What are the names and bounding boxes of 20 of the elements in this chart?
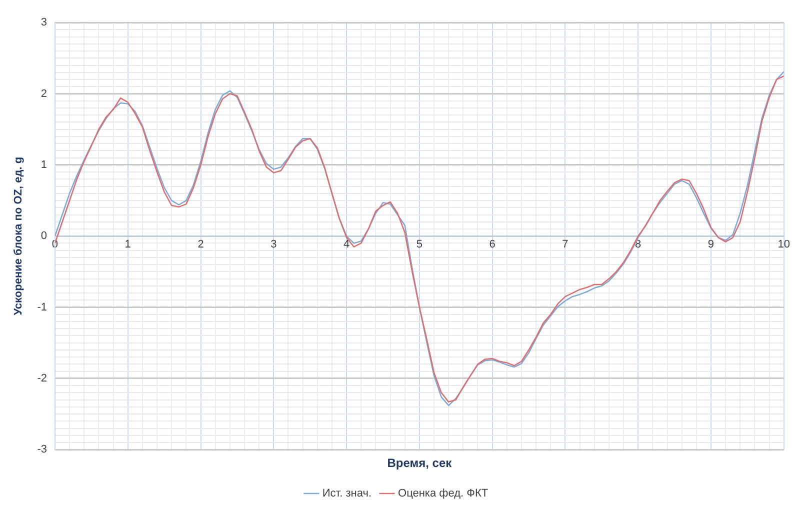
x-tick-label: 6 <box>489 238 496 251</box>
x-tick-label: 2 <box>198 238 204 251</box>
y-tick-label: 0 <box>40 230 47 242</box>
legend-label: Ист. знач. <box>322 488 372 500</box>
y-tick-label: 2 <box>40 88 47 100</box>
x-tick-label: 3 <box>270 238 277 251</box>
y-axis-title: Ускорение блока по OZ, ед. g <box>12 156 25 316</box>
y-tick-label: 1 <box>40 158 47 171</box>
x-tick-label: 7 <box>562 238 568 251</box>
y-tick-label: -1 <box>37 301 47 314</box>
x-tick-label: 4 <box>343 238 350 251</box>
y-tick-label: 3 <box>40 16 47 29</box>
legend-label: Оценка фед. ФКТ <box>398 488 488 500</box>
x-tick-label: 9 <box>708 238 714 251</box>
x-tick-label: 1 <box>124 238 131 251</box>
x-tick-label: 10 <box>778 238 790 251</box>
x-tick-label: 5 <box>416 238 422 251</box>
y-tick-label: -3 <box>37 444 47 456</box>
y-tick-label: -2 <box>37 372 47 384</box>
x-axis-title: Время, сек <box>387 456 453 470</box>
